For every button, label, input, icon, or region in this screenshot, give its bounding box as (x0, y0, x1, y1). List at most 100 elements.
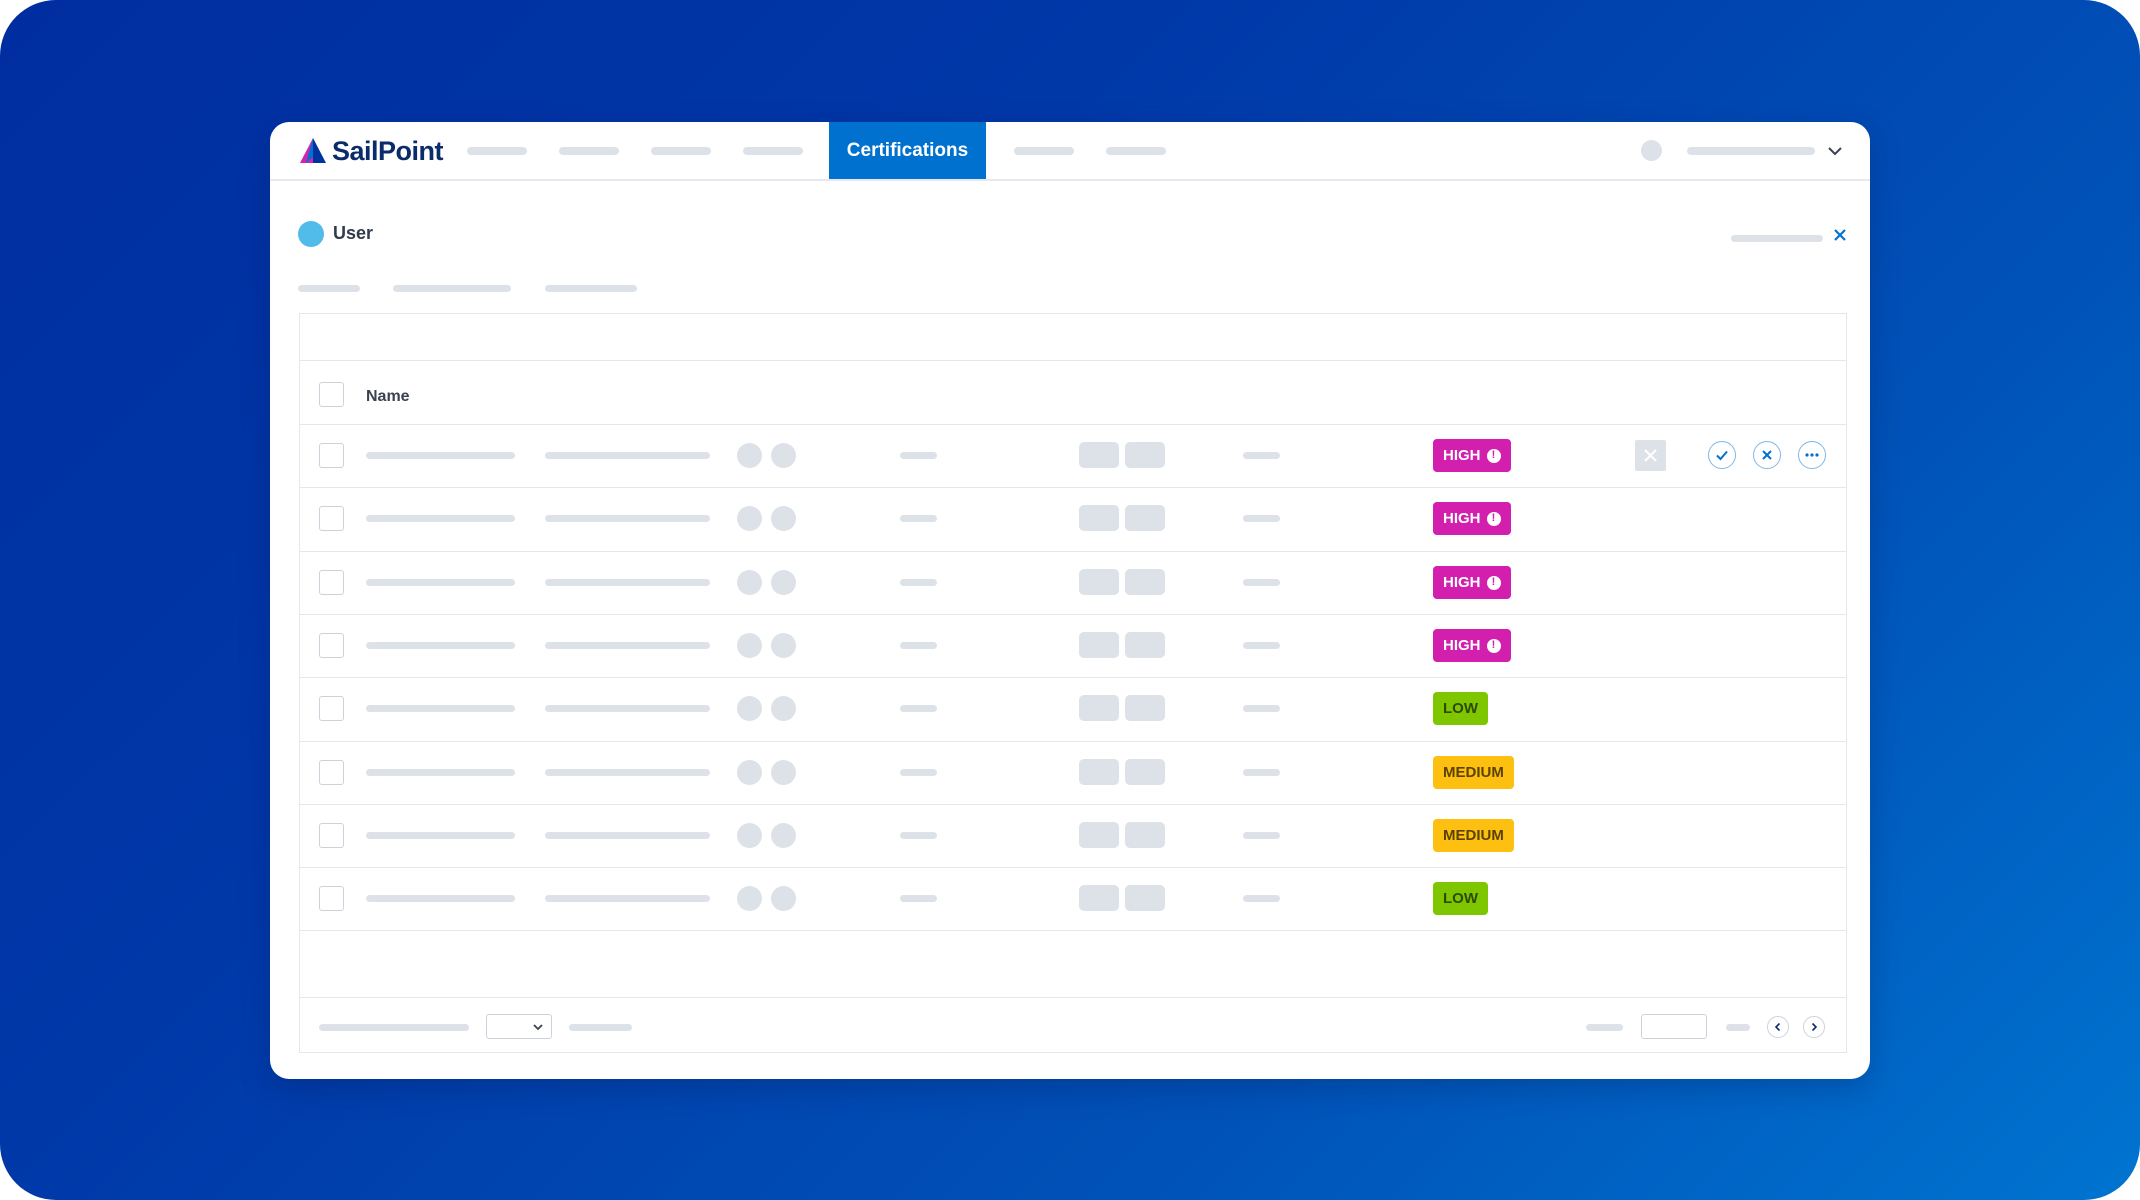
row-divider (300, 614, 1846, 615)
value-placeholder (1243, 832, 1280, 839)
tag-placeholder (1079, 442, 1119, 468)
table-row[interactable]: MEDIUM (300, 804, 1846, 867)
value-placeholder (1243, 642, 1280, 649)
risk-badge: LOW (1433, 882, 1488, 915)
nav-item-3[interactable] (651, 147, 711, 155)
tag-placeholder (1125, 885, 1165, 911)
footer-page-total (1726, 1024, 1750, 1031)
close-icon[interactable] (1833, 228, 1847, 242)
tag-placeholder (1079, 822, 1119, 848)
select-all-checkbox[interactable] (319, 382, 344, 407)
value-placeholder (900, 832, 937, 839)
table-row[interactable]: HIGH! (300, 614, 1846, 677)
nav-item-1[interactable] (467, 147, 527, 155)
reject-button[interactable] (1753, 441, 1781, 469)
table-row[interactable]: LOW (300, 867, 1846, 930)
risk-badge: HIGH! (1433, 439, 1511, 472)
name-placeholder (366, 452, 515, 459)
tag-placeholder (1125, 822, 1165, 848)
row-divider (300, 741, 1846, 742)
icon-placeholder (771, 696, 796, 721)
row-checkbox[interactable] (319, 886, 344, 911)
row-divider (300, 677, 1846, 678)
page-size-select[interactable] (486, 1014, 552, 1039)
icon-placeholder (771, 823, 796, 848)
table-row[interactable]: HIGH! (300, 487, 1846, 550)
approve-button[interactable] (1708, 441, 1736, 469)
row-checkbox[interactable] (319, 823, 344, 848)
chevron-right-icon (1811, 1022, 1818, 1032)
more-options-button[interactable] (1798, 441, 1826, 469)
tag-placeholder (1079, 695, 1119, 721)
value-placeholder (1243, 515, 1280, 522)
icon-placeholder (737, 696, 762, 721)
alert-icon: ! (1486, 638, 1501, 653)
value-placeholder (900, 895, 937, 902)
alert-icon: ! (1486, 511, 1501, 526)
page-number-input[interactable] (1641, 1014, 1707, 1039)
user-menu-name[interactable] (1687, 147, 1815, 155)
sailpoint-sail-icon (300, 138, 326, 163)
risk-badge: HIGH! (1433, 566, 1511, 599)
table-row[interactable]: LOW (300, 677, 1846, 740)
detail-placeholder (545, 705, 710, 712)
nav-item-2[interactable] (559, 147, 619, 155)
risk-label: HIGH (1443, 574, 1481, 591)
row-checkbox[interactable] (319, 696, 344, 721)
prev-page-button[interactable] (1767, 1016, 1789, 1038)
tag-placeholder (1079, 759, 1119, 785)
footer-count (569, 1024, 632, 1031)
avatar[interactable] (1641, 140, 1662, 161)
revoke-button[interactable] (1635, 440, 1666, 471)
row-checkbox[interactable] (319, 443, 344, 468)
nav-item-5[interactable] (1014, 147, 1074, 155)
icon-placeholder (737, 823, 762, 848)
tag-placeholder (1079, 632, 1119, 658)
tag-placeholder (1079, 885, 1119, 911)
chevron-down-icon[interactable] (1826, 142, 1844, 160)
column-header-name[interactable]: Name (366, 388, 410, 405)
detail-placeholder (545, 452, 710, 459)
footer-rows-label (319, 1024, 469, 1031)
risk-badge: MEDIUM (1433, 756, 1514, 789)
detail-placeholder (545, 832, 710, 839)
tab-certifications[interactable]: Certifications (829, 122, 986, 179)
user-avatar-dot (298, 221, 324, 247)
name-placeholder (366, 832, 515, 839)
icon-placeholder (771, 506, 796, 531)
app-window: SailPoint Certifications User Name HIGH!… (270, 122, 1870, 1079)
nav-item-4[interactable] (743, 147, 803, 155)
name-placeholder (366, 895, 515, 902)
icon-placeholder (737, 760, 762, 785)
chevron-down-icon (533, 1024, 543, 1031)
table-row[interactable]: HIGH! (300, 424, 1846, 487)
revoke-icon (1644, 449, 1657, 462)
row-checkbox[interactable] (319, 506, 344, 531)
row-checkbox[interactable] (319, 570, 344, 595)
value-placeholder (900, 769, 937, 776)
tag-placeholder (1125, 505, 1165, 531)
value-placeholder (900, 515, 937, 522)
sub-tab-2[interactable] (393, 285, 511, 292)
risk-label: HIGH (1443, 510, 1481, 527)
icon-placeholder (771, 633, 796, 658)
approve-check-icon (1716, 450, 1728, 461)
icon-placeholder (771, 886, 796, 911)
nav-item-6[interactable] (1106, 147, 1166, 155)
value-placeholder (1243, 705, 1280, 712)
icon-placeholder (771, 443, 796, 468)
row-checkbox[interactable] (319, 760, 344, 785)
sailpoint-logo[interactable]: SailPoint (298, 136, 444, 166)
sub-tab-1[interactable] (298, 285, 360, 292)
value-placeholder (1243, 452, 1280, 459)
icon-placeholder (737, 443, 762, 468)
table-row[interactable]: MEDIUM (300, 741, 1846, 804)
sub-tab-3[interactable] (545, 285, 637, 292)
table-row[interactable]: HIGH! (300, 551, 1846, 614)
next-page-button[interactable] (1803, 1016, 1825, 1038)
name-placeholder (366, 642, 515, 649)
tag-placeholder (1125, 759, 1165, 785)
header-link[interactable] (1731, 235, 1823, 242)
row-divider (300, 804, 1846, 805)
row-checkbox[interactable] (319, 633, 344, 658)
